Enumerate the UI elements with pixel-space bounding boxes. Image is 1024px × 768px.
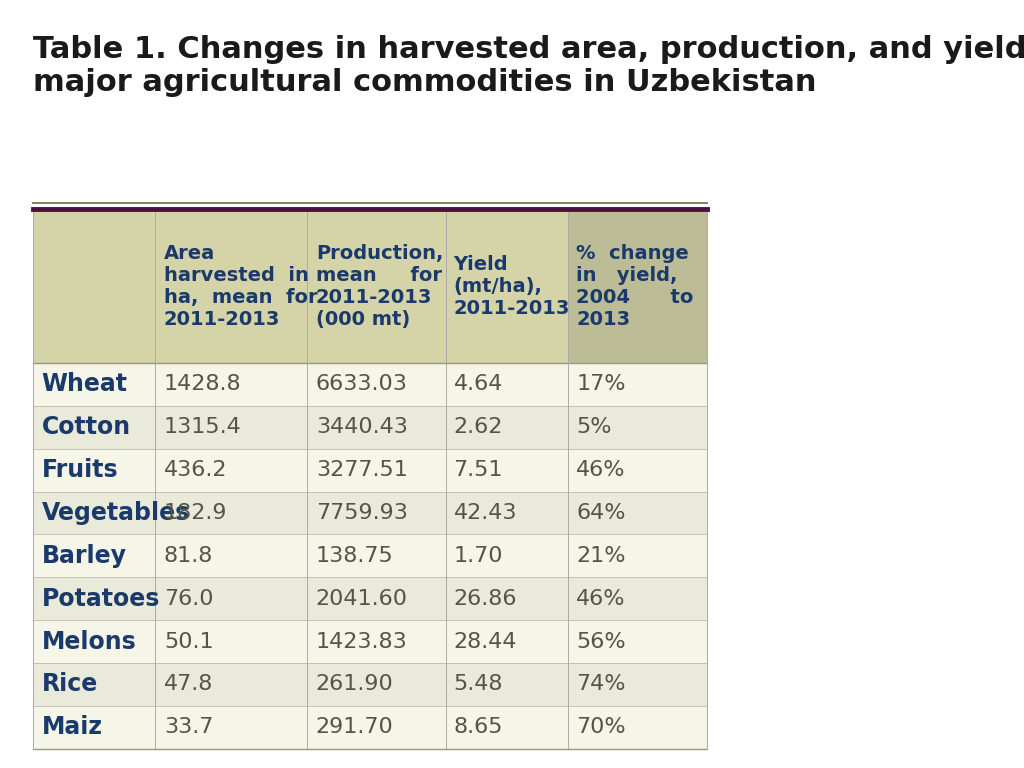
Text: 46%: 46% (577, 460, 626, 480)
Bar (33, 535, 707, 578)
Text: 70%: 70% (577, 717, 626, 737)
Bar (33, 449, 707, 492)
Text: 8.65: 8.65 (454, 717, 503, 737)
Text: Production,
mean     for
2011-2013
(000 mt): Production, mean for 2011-2013 (000 mt) (315, 243, 443, 329)
Text: 7.51: 7.51 (454, 460, 503, 480)
Text: 5%: 5% (577, 417, 611, 437)
Text: 17%: 17% (577, 375, 626, 395)
Text: 56%: 56% (577, 631, 626, 651)
Text: 182.9: 182.9 (164, 503, 227, 523)
Text: 1423.83: 1423.83 (315, 631, 408, 651)
Text: 291.70: 291.70 (315, 717, 393, 737)
Bar (33, 663, 707, 706)
Text: 76.0: 76.0 (164, 588, 213, 609)
Text: Potatoes: Potatoes (42, 587, 160, 611)
Bar (33, 363, 707, 406)
Bar (568, 209, 707, 363)
Text: 26.86: 26.86 (454, 588, 517, 609)
Text: 33.7: 33.7 (164, 717, 213, 737)
Text: Rice: Rice (42, 672, 98, 697)
Text: 2.62: 2.62 (454, 417, 503, 437)
Text: Fruits: Fruits (42, 458, 118, 482)
Bar (33, 706, 707, 749)
Text: 1428.8: 1428.8 (164, 375, 242, 395)
Text: Maiz: Maiz (42, 715, 102, 740)
Text: 64%: 64% (577, 503, 626, 523)
Text: Area
harvested  in
ha,  mean  for
2011-2013: Area harvested in ha, mean for 2011-2013 (164, 243, 317, 329)
Text: 46%: 46% (577, 588, 626, 609)
Text: 50.1: 50.1 (164, 631, 213, 651)
Text: 2041.60: 2041.60 (315, 588, 408, 609)
Text: Yield
(mt/ha),
2011-2013: Yield (mt/ha), 2011-2013 (454, 255, 570, 318)
Bar (33, 620, 707, 663)
Text: 261.90: 261.90 (315, 674, 393, 694)
Bar (33, 492, 707, 535)
Text: 81.8: 81.8 (164, 546, 213, 566)
Text: 28.44: 28.44 (454, 631, 517, 651)
Text: 1315.4: 1315.4 (164, 417, 242, 437)
Text: 6633.03: 6633.03 (315, 375, 408, 395)
Text: 74%: 74% (577, 674, 626, 694)
Text: Wheat: Wheat (42, 372, 128, 396)
Text: Table 1. Changes in harvested area, production, and yield for
major agricultural: Table 1. Changes in harvested area, prod… (33, 35, 1024, 98)
Text: 21%: 21% (577, 546, 626, 566)
Text: Melons: Melons (42, 630, 136, 654)
Text: 3440.43: 3440.43 (315, 417, 408, 437)
Bar (33, 578, 707, 620)
Bar (33, 209, 707, 363)
Text: 436.2: 436.2 (164, 460, 227, 480)
Bar (33, 406, 707, 449)
Text: 47.8: 47.8 (164, 674, 213, 694)
Text: Cotton: Cotton (42, 415, 131, 439)
Text: 4.64: 4.64 (454, 375, 503, 395)
Text: 7759.93: 7759.93 (315, 503, 408, 523)
Text: 138.75: 138.75 (315, 546, 393, 566)
Text: Barley: Barley (42, 544, 127, 568)
Text: Vegetables: Vegetables (42, 501, 189, 525)
Text: 5.48: 5.48 (454, 674, 503, 694)
Text: %  change
in   yield,
2004      to
2013: % change in yield, 2004 to 2013 (577, 243, 693, 329)
Text: 42.43: 42.43 (454, 503, 517, 523)
Text: 1.70: 1.70 (454, 546, 503, 566)
Text: 3277.51: 3277.51 (315, 460, 408, 480)
